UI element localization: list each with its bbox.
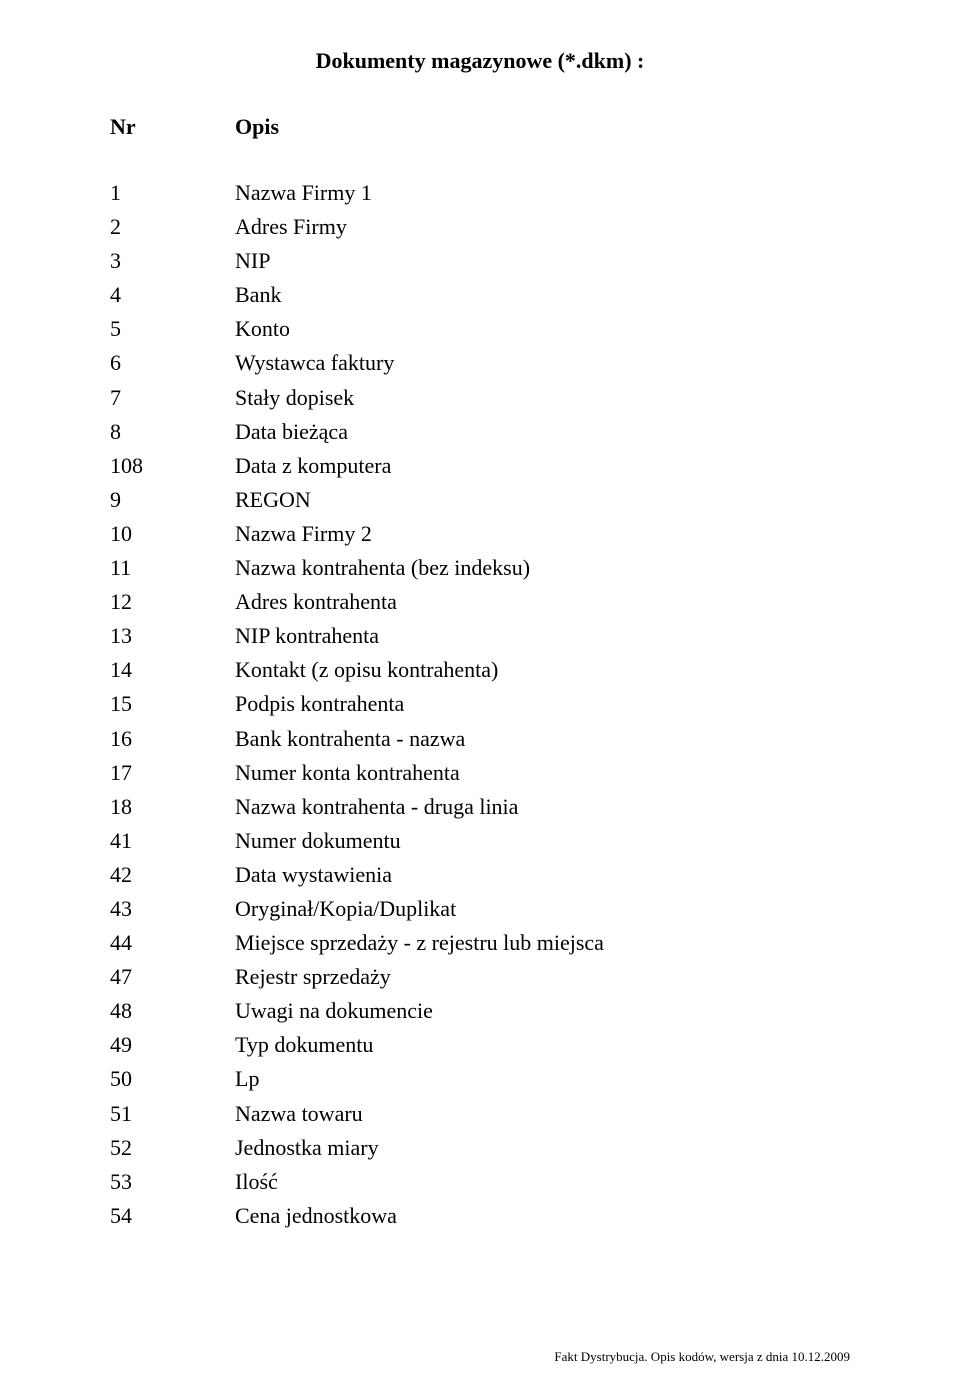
cell-opis: Nazwa kontrahenta - druga linia bbox=[235, 790, 850, 824]
cell-nr: 47 bbox=[110, 960, 235, 994]
cell-nr: 16 bbox=[110, 722, 235, 756]
table-row: 42Data wystawienia bbox=[110, 858, 850, 892]
cell-nr: 4 bbox=[110, 278, 235, 312]
cell-opis: Ilość bbox=[235, 1165, 850, 1199]
table-row: 3NIP bbox=[110, 244, 850, 278]
cell-opis: Numer dokumentu bbox=[235, 824, 850, 858]
cell-nr: 51 bbox=[110, 1097, 235, 1131]
cell-nr: 12 bbox=[110, 585, 235, 619]
table-row: 10Nazwa Firmy 2 bbox=[110, 517, 850, 551]
table-row: 51Nazwa towaru bbox=[110, 1097, 850, 1131]
table-row: 43Oryginał/Kopia/Duplikat bbox=[110, 892, 850, 926]
cell-opis: Nazwa kontrahenta (bez indeksu) bbox=[235, 551, 850, 585]
cell-opis: Uwagi na dokumencie bbox=[235, 994, 850, 1028]
table-row: 4Bank bbox=[110, 278, 850, 312]
cell-nr: 48 bbox=[110, 994, 235, 1028]
cell-opis: Podpis kontrahenta bbox=[235, 687, 850, 721]
cell-nr: 8 bbox=[110, 415, 235, 449]
table-row: 16Bank kontrahenta - nazwa bbox=[110, 722, 850, 756]
cell-opis: Adres kontrahenta bbox=[235, 585, 850, 619]
cell-opis: Oryginał/Kopia/Duplikat bbox=[235, 892, 850, 926]
cell-nr: 15 bbox=[110, 687, 235, 721]
table-row: 18Nazwa kontrahenta - druga linia bbox=[110, 790, 850, 824]
cell-nr: 11 bbox=[110, 551, 235, 585]
cell-opis: REGON bbox=[235, 483, 850, 517]
cell-opis: Bank bbox=[235, 278, 850, 312]
table-row: 12Adres kontrahenta bbox=[110, 585, 850, 619]
cell-nr: 9 bbox=[110, 483, 235, 517]
table-header: Nr Opis bbox=[110, 114, 850, 140]
cell-nr: 5 bbox=[110, 312, 235, 346]
page-footer: Fakt Dystrybucja. Opis kodów, wersja z d… bbox=[554, 1349, 850, 1365]
header-opis: Opis bbox=[235, 114, 850, 140]
table-row: 6Wystawca faktury bbox=[110, 346, 850, 380]
table-row: 2Adres Firmy bbox=[110, 210, 850, 244]
table-row: 11Nazwa kontrahenta (bez indeksu) bbox=[110, 551, 850, 585]
cell-opis: Nazwa Firmy 1 bbox=[235, 176, 850, 210]
table-row: 52Jednostka miary bbox=[110, 1131, 850, 1165]
cell-opis: Cena jednostkowa bbox=[235, 1199, 850, 1233]
cell-opis: NIP bbox=[235, 244, 850, 278]
cell-nr: 108 bbox=[110, 449, 235, 483]
table-body: 1Nazwa Firmy 12Adres Firmy3NIP4Bank5Kont… bbox=[110, 176, 850, 1233]
cell-nr: 18 bbox=[110, 790, 235, 824]
cell-opis: Miejsce sprzedaży - z rejestru lub miejs… bbox=[235, 926, 850, 960]
table-row: 15Podpis kontrahenta bbox=[110, 687, 850, 721]
cell-nr: 1 bbox=[110, 176, 235, 210]
cell-opis: Typ dokumentu bbox=[235, 1028, 850, 1062]
cell-nr: 50 bbox=[110, 1062, 235, 1096]
table-row: 17Numer konta kontrahenta bbox=[110, 756, 850, 790]
table-row: 54Cena jednostkowa bbox=[110, 1199, 850, 1233]
cell-nr: 17 bbox=[110, 756, 235, 790]
table-row: 5Konto bbox=[110, 312, 850, 346]
cell-nr: 6 bbox=[110, 346, 235, 380]
table-row: 50Lp bbox=[110, 1062, 850, 1096]
cell-nr: 3 bbox=[110, 244, 235, 278]
table-row: 9REGON bbox=[110, 483, 850, 517]
cell-opis: Rejestr sprzedaży bbox=[235, 960, 850, 994]
table-row: 13NIP kontrahenta bbox=[110, 619, 850, 653]
table-row: 1Nazwa Firmy 1 bbox=[110, 176, 850, 210]
cell-nr: 49 bbox=[110, 1028, 235, 1062]
cell-opis: Numer konta kontrahenta bbox=[235, 756, 850, 790]
cell-nr: 7 bbox=[110, 381, 235, 415]
cell-nr: 42 bbox=[110, 858, 235, 892]
cell-nr: 53 bbox=[110, 1165, 235, 1199]
page-title: Dokumenty magazynowe (*.dkm) : bbox=[110, 48, 850, 74]
table-row: 41Numer dokumentu bbox=[110, 824, 850, 858]
cell-nr: 52 bbox=[110, 1131, 235, 1165]
table-row: 7Stały dopisek bbox=[110, 381, 850, 415]
cell-nr: 43 bbox=[110, 892, 235, 926]
cell-nr: 2 bbox=[110, 210, 235, 244]
table-row: 44Miejsce sprzedaży - z rejestru lub mie… bbox=[110, 926, 850, 960]
table-row: 14Kontakt (z opisu kontrahenta) bbox=[110, 653, 850, 687]
cell-opis: Wystawca faktury bbox=[235, 346, 850, 380]
cell-opis: Data z komputera bbox=[235, 449, 850, 483]
cell-opis: Kontakt (z opisu kontrahenta) bbox=[235, 653, 850, 687]
cell-opis: Jednostka miary bbox=[235, 1131, 850, 1165]
table-row: 47Rejestr sprzedaży bbox=[110, 960, 850, 994]
cell-nr: 54 bbox=[110, 1199, 235, 1233]
cell-nr: 41 bbox=[110, 824, 235, 858]
cell-opis: Konto bbox=[235, 312, 850, 346]
cell-opis: Nazwa Firmy 2 bbox=[235, 517, 850, 551]
cell-opis: Stały dopisek bbox=[235, 381, 850, 415]
table-row: 108Data z komputera bbox=[110, 449, 850, 483]
cell-opis: Bank kontrahenta - nazwa bbox=[235, 722, 850, 756]
cell-opis: Data wystawienia bbox=[235, 858, 850, 892]
cell-opis: Nazwa towaru bbox=[235, 1097, 850, 1131]
cell-opis: NIP kontrahenta bbox=[235, 619, 850, 653]
cell-nr: 10 bbox=[110, 517, 235, 551]
cell-nr: 13 bbox=[110, 619, 235, 653]
cell-opis: Lp bbox=[235, 1062, 850, 1096]
cell-nr: 44 bbox=[110, 926, 235, 960]
cell-nr: 14 bbox=[110, 653, 235, 687]
table-row: 49Typ dokumentu bbox=[110, 1028, 850, 1062]
table-row: 53Ilość bbox=[110, 1165, 850, 1199]
table-row: 48Uwagi na dokumencie bbox=[110, 994, 850, 1028]
cell-opis: Data bieżąca bbox=[235, 415, 850, 449]
cell-opis: Adres Firmy bbox=[235, 210, 850, 244]
header-nr: Nr bbox=[110, 114, 235, 140]
table-row: 8Data bieżąca bbox=[110, 415, 850, 449]
